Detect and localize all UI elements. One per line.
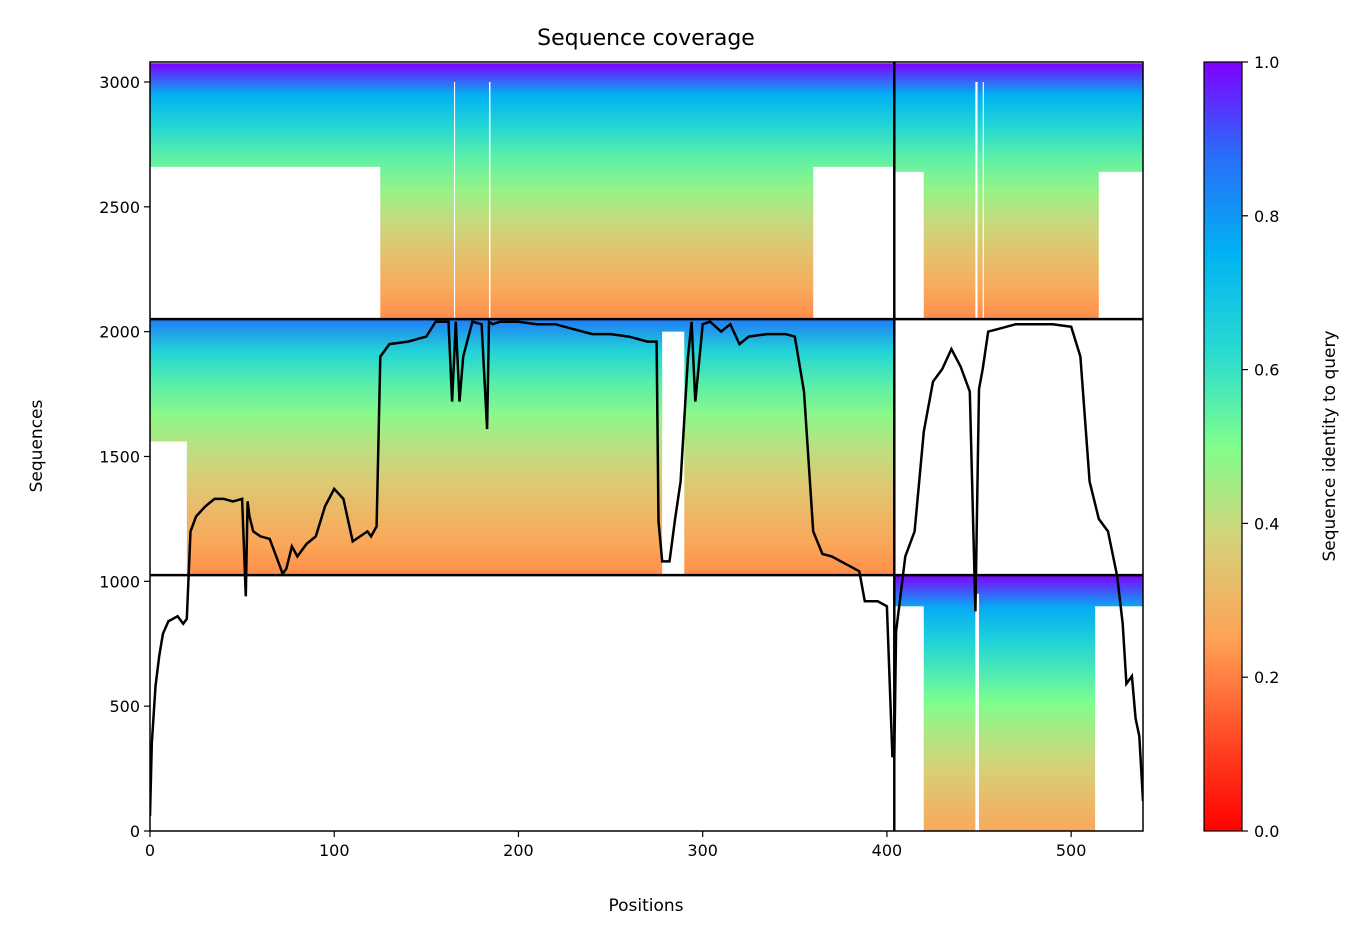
x-tick-label: 300 bbox=[687, 841, 718, 860]
y-axis-label: Sequences bbox=[27, 400, 47, 493]
x-tick-label: 400 bbox=[872, 841, 903, 860]
y-tick-label: 500 bbox=[109, 697, 140, 716]
colorbar-tick-label: 0.0 bbox=[1254, 822, 1279, 841]
gap-streak bbox=[975, 81, 978, 320]
msa-gaps bbox=[150, 81, 1143, 831]
colorbar-tick-label: 0.8 bbox=[1254, 207, 1279, 226]
x-axis: 0 100 200 300 400 500 bbox=[145, 831, 1087, 860]
y-tick-label: 1500 bbox=[99, 447, 140, 466]
x-axis-label: Positions bbox=[608, 896, 683, 916]
gap-region bbox=[894, 319, 1143, 576]
x-tick-label: 200 bbox=[503, 841, 534, 860]
y-tick-label: 1000 bbox=[99, 572, 140, 591]
gap-region bbox=[894, 606, 924, 831]
x-tick-label: 500 bbox=[1056, 841, 1087, 860]
gap-region bbox=[894, 171, 924, 320]
colorbar-tick-label: 1.0 bbox=[1254, 53, 1279, 72]
plot-frame bbox=[149, 61, 1144, 832]
y-tick-label: 3000 bbox=[99, 73, 140, 92]
coverage-line bbox=[150, 319, 1143, 817]
gap-streak bbox=[453, 81, 456, 320]
colorbar-tick-label: 0.2 bbox=[1254, 668, 1279, 687]
gap-region bbox=[150, 441, 187, 576]
colorbar-ticks: 0.0 0.2 0.4 0.6 0.8 1.0 bbox=[1242, 53, 1279, 841]
y-axis: 0 500 1000 1500 2000 2500 3000 bbox=[99, 73, 150, 841]
y-tick-label: 0 bbox=[130, 822, 140, 841]
gap-region bbox=[813, 166, 895, 320]
gap-region bbox=[150, 166, 381, 320]
colorbar-tick-label: 0.6 bbox=[1254, 361, 1279, 380]
msa-block-chain-1 bbox=[150, 319, 895, 576]
colorbar-tick-label: 0.4 bbox=[1254, 514, 1279, 533]
y-tick-label: 2500 bbox=[99, 198, 140, 217]
gap-region bbox=[150, 575, 895, 831]
x-tick-label: 0 bbox=[145, 841, 155, 860]
gap-streak bbox=[982, 81, 984, 320]
chart-title: Sequence coverage bbox=[537, 26, 755, 51]
colorbar bbox=[1203, 61, 1243, 832]
y-tick-label: 2000 bbox=[99, 323, 140, 342]
colorbar-label: Sequence identity to query bbox=[1320, 330, 1340, 561]
gap-streak bbox=[488, 81, 491, 320]
gap-region bbox=[1098, 171, 1143, 320]
x-tick-label: 100 bbox=[319, 841, 350, 860]
gap-streak bbox=[975, 593, 980, 831]
gap-streak bbox=[662, 331, 685, 576]
